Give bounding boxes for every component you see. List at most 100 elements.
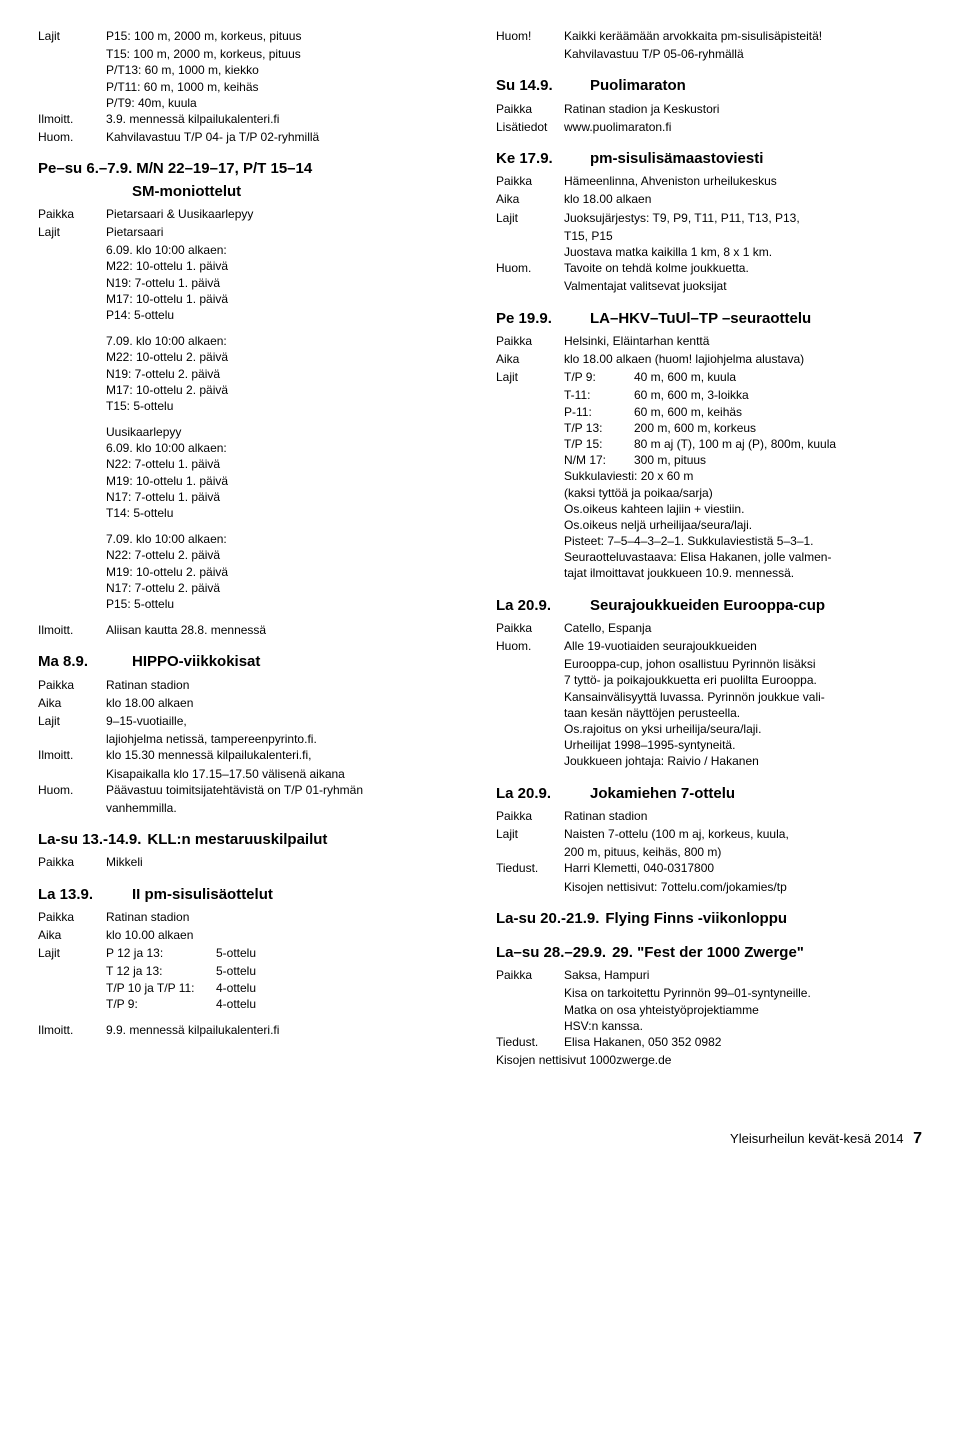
label-lajit: Lajit bbox=[496, 826, 564, 842]
paikka-value: Ratinan stadion bbox=[564, 808, 922, 824]
label-huom: Huom. bbox=[38, 129, 106, 145]
paikka-value: Pietarsaari & Uusikaarlepyy bbox=[106, 206, 464, 222]
body-line: Os.oikeus neljä urheilijaa/seura/laji. bbox=[564, 517, 922, 533]
table-row: P 12 ja 13:5-ottelu bbox=[106, 945, 464, 961]
body-line: Pisteet: 7–5–4–3–2–1. Sukkulaviestistä 5… bbox=[564, 533, 922, 549]
lajit-value: 9–15-vuotiaille, bbox=[106, 713, 464, 729]
aika-value: klo 10.00 alkaen bbox=[106, 927, 464, 943]
schedule-line: 6.09. klo 10:00 alkaen: bbox=[106, 242, 464, 258]
body-line: Os.rajoitus on yksi urheilija/seura/laji… bbox=[564, 721, 922, 737]
aika-value: klo 18.00 alkaen (huom! lajiohjelma alus… bbox=[564, 351, 922, 367]
body-line: HSV:n kanssa. bbox=[564, 1018, 922, 1034]
tiedust-value: Elisa Hakanen, 050 352 0982 bbox=[564, 1034, 922, 1050]
label-lisatiedot: Lisätiedot bbox=[496, 119, 564, 135]
event-title: Flying Finns -viikonloppu bbox=[605, 909, 787, 929]
event-date: Ke 17.9. bbox=[496, 149, 590, 169]
lajit-value: Naisten 7-ottelu (100 m aj, korkeus, kuu… bbox=[564, 826, 922, 842]
schedule-line: 6.09. klo 10:00 alkaen: bbox=[106, 440, 464, 456]
table-row: P-11:60 m, 600 m, keihäs bbox=[564, 404, 922, 420]
paikka-value: Helsinki, Eläintarhan kenttä bbox=[564, 333, 922, 349]
label-lajit: Lajit bbox=[496, 210, 564, 226]
lajit-line: P/T9: 40m, kuula bbox=[106, 95, 464, 111]
right-column: Huom! Kaikki keräämään arvokkaita pm-sis… bbox=[496, 28, 922, 1068]
label-paikka: Paikka bbox=[496, 333, 564, 349]
ilmoitt-value: 9.9. mennessä kilpailukalenteri.fi bbox=[106, 1022, 464, 1038]
schedule-line: M17: 10-ottelu 2. päivä bbox=[106, 382, 464, 398]
schedule-line: N22: 7-ottelu 2. päivä bbox=[106, 547, 464, 563]
schedule-line: N17: 7-ottelu 1. päivä bbox=[106, 489, 464, 505]
event-title: LA–HKV–TuUl–TP –seuraottelu bbox=[590, 309, 811, 329]
table-row: T 12 ja 13:5-ottelu bbox=[106, 963, 464, 979]
lajit-line: T15: 100 m, 2000 m, korkeus, pituus bbox=[106, 46, 464, 62]
paikka-value: Catello, Espanja bbox=[564, 620, 922, 636]
body-line: Urheilijat 1998–1995-syntyneitä. bbox=[564, 737, 922, 753]
label-paikka: Paikka bbox=[38, 854, 106, 870]
huom-value: Kaikki keräämään arvokkaita pm-sisulisäp… bbox=[564, 28, 922, 44]
schedule-line: M19: 10-ottelu 2. päivä bbox=[106, 564, 464, 580]
schedule-line: N17: 7-ottelu 2. päivä bbox=[106, 580, 464, 596]
event-date: La 13.9. bbox=[38, 885, 132, 905]
body-line: taan kesän näyttöjen perusteella. bbox=[564, 705, 922, 721]
paikka-value: Ratinan stadion bbox=[106, 677, 464, 693]
label-paikka: Paikka bbox=[38, 677, 106, 693]
ilmoitt-value: Aliisan kautta 28.8. mennessä bbox=[106, 622, 464, 638]
ilmoitt-value: Kisapaikalla klo 17.15–17.50 välisenä ai… bbox=[106, 766, 464, 782]
lajit-value: 200 m, pituus, keihäs, 800 m) bbox=[564, 844, 922, 860]
huom-value: Valmentajat valitsevat juoksijat bbox=[564, 278, 922, 294]
event-title: Seurajoukkueiden Eurooppa-cup bbox=[590, 596, 825, 616]
schedule-line: T14: 5-ottelu bbox=[106, 505, 464, 521]
body-line: Kisa on tarkoitettu Pyrinnön 99–01-synty… bbox=[564, 985, 922, 1001]
schedule-line: M22: 10-ottelu 2. päivä bbox=[106, 349, 464, 365]
lajit-value: Juoksujärjestys: T9, P9, T11, P11, T13, … bbox=[564, 210, 922, 226]
table-row: N/M 17:300 m, pituus bbox=[564, 452, 922, 468]
body-line: Alle 19-vuotiaiden seurajoukkueiden bbox=[564, 638, 922, 654]
schedule-line: 7.09. klo 10:00 alkaen: bbox=[106, 333, 464, 349]
event-date: Su 14.9. bbox=[496, 76, 590, 96]
tiedust-value: Harri Klemetti, 040-0317800 bbox=[564, 860, 922, 876]
table-row: T/P 15:80 m aj (T), 100 m aj (P), 800m, … bbox=[564, 436, 922, 452]
event-title: II pm-sisulisäottelut bbox=[132, 885, 273, 905]
label-huom: Huom! bbox=[496, 28, 564, 44]
body-line: Kisojen nettisivut 1000zwerge.de bbox=[496, 1052, 922, 1068]
paikka-value: Saksa, Hampuri bbox=[564, 967, 922, 983]
label-paikka: Paikka bbox=[496, 967, 564, 983]
huom-value: Tavoite on tehdä kolme joukkuetta. bbox=[564, 260, 922, 276]
huom-value: vanhemmilla. bbox=[106, 800, 464, 816]
label-paikka: Paikka bbox=[496, 808, 564, 824]
label-lajit: Lajit bbox=[496, 369, 564, 385]
ilmoitt-value: 3.9. mennessä kilpailukalenteri.fi bbox=[106, 111, 464, 127]
label-paikka: Paikka bbox=[38, 909, 106, 925]
page-number: 7 bbox=[913, 1130, 922, 1147]
schedule-line: N22: 7-ottelu 1. päivä bbox=[106, 456, 464, 472]
schedule-line: M17: 10-ottelu 1. päivä bbox=[106, 291, 464, 307]
footer-text: Yleisurheilun kevät-kesä 2014 bbox=[730, 1131, 903, 1146]
label-lajit: Lajit bbox=[38, 713, 106, 729]
label-aika: Aika bbox=[496, 351, 564, 367]
ilmoitt-value: klo 15.30 mennessä kilpailukalenteri.fi, bbox=[106, 747, 464, 763]
event-title: HIPPO-viikkokisat bbox=[132, 652, 260, 672]
event-title: pm-sisulisämaastoviesti bbox=[590, 149, 763, 169]
label-huom: Huom. bbox=[496, 260, 564, 276]
table-row: T/P 9:40 m, 600 m, kuula bbox=[564, 369, 922, 385]
lajit-value: Pietarsaari bbox=[106, 224, 464, 240]
body-line: Sukkulaviesti: 20 x 60 m bbox=[564, 468, 922, 484]
label-ilmoitt: Ilmoitt. bbox=[38, 747, 106, 763]
event-title: M/N 22–19–17, P/T 15–14 bbox=[136, 159, 312, 179]
schedule-line: P15: 5-ottelu bbox=[106, 596, 464, 612]
label-paikka: Paikka bbox=[496, 173, 564, 189]
label-paikka: Paikka bbox=[496, 620, 564, 636]
body-line: Matka on osa yhteistyöprojektiamme bbox=[564, 1002, 922, 1018]
schedule-line: T15: 5-ottelu bbox=[106, 398, 464, 414]
label-aika: Aika bbox=[38, 695, 106, 711]
event-date: Ma 8.9. bbox=[38, 652, 132, 672]
lajit-value: T15, P15 bbox=[564, 228, 922, 244]
label-lajit: Lajit bbox=[38, 224, 106, 240]
event-date: Pe 19.9. bbox=[496, 309, 590, 329]
huom-value: Kahvilavastuu T/P 04- ja T/P 02-ryhmillä bbox=[106, 129, 464, 145]
table-row: T/P 9:4-ottelu bbox=[106, 996, 464, 1012]
lajit-line: P/T13: 60 m, 1000 m, kiekko bbox=[106, 62, 464, 78]
event-date: La–su 28.–29.9. bbox=[496, 943, 606, 963]
lajit-value: Juostava matka kaikilla 1 km, 8 x 1 km. bbox=[564, 244, 922, 260]
body-line: (kaksi tyttöä ja poikaa/sarja) bbox=[564, 485, 922, 501]
body-line: 7 tyttö- ja poikajoukkuetta eri puolilta… bbox=[564, 672, 922, 688]
